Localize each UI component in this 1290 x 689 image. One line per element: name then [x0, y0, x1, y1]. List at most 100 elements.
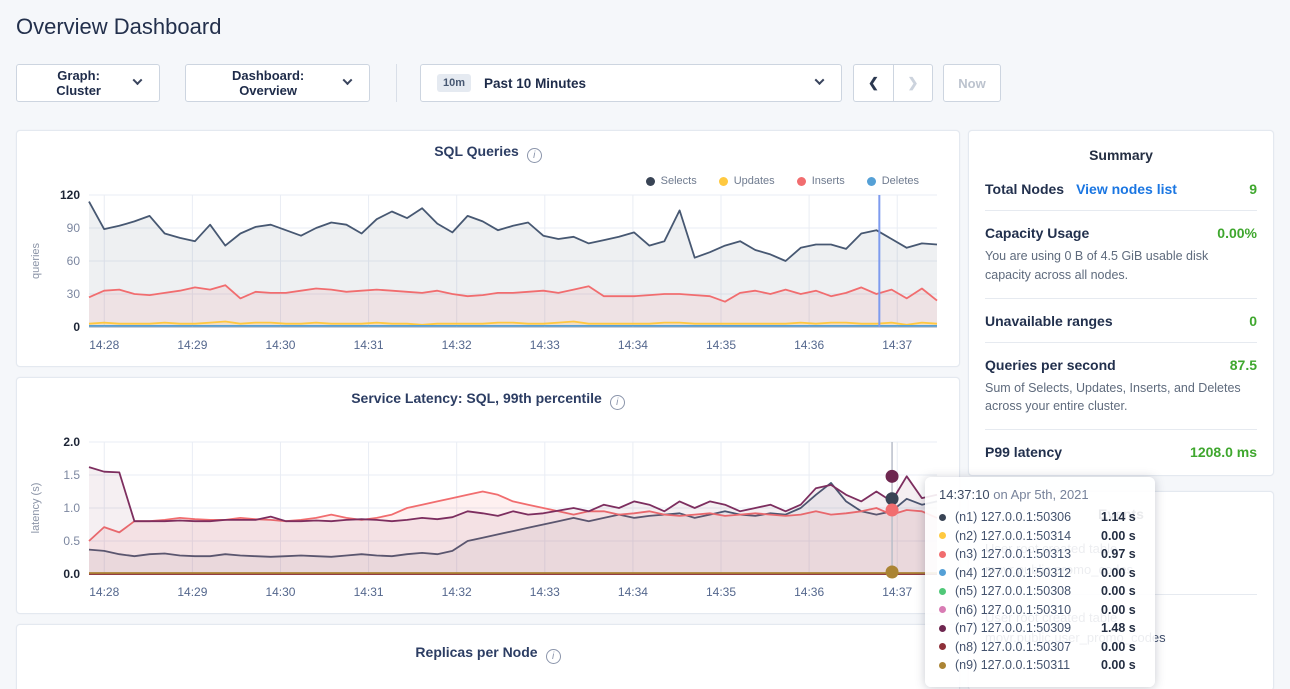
divider — [396, 64, 397, 102]
svg-text:14:30: 14:30 — [265, 338, 295, 352]
info-icon[interactable]: i — [545, 649, 561, 664]
tooltip-series-dot — [939, 606, 946, 614]
legend-dot — [718, 176, 728, 186]
svg-text:0.5: 0.5 — [63, 534, 80, 548]
summary-value: 87.5 — [1229, 356, 1257, 373]
graph-dropdown-label: Graph: Cluster — [56, 68, 101, 98]
tooltip-row: (n7) 127.0.0.1:50309 1.48 s — [939, 619, 1141, 638]
tooltip-series-value: 0.00 s — [1101, 639, 1136, 654]
svg-text:1.5: 1.5 — [63, 468, 80, 482]
chart-hover-tooltip: 14:37:10 on Apr 5th, 2021 (n1) 127.0.0.1… — [925, 477, 1155, 687]
svg-text:14:34: 14:34 — [618, 585, 648, 599]
controls-bar: Graph: Cluster Dashboard: Overview 10m P… — [16, 64, 1274, 102]
legend-label: Inserts — [811, 175, 845, 187]
tooltip-series-dot — [939, 624, 946, 632]
summary-panel: Summary Total Nodes View nodes list 9 Capac… — [968, 130, 1274, 476]
svg-text:14:29: 14:29 — [177, 585, 207, 599]
svg-text:14:33: 14:33 — [530, 585, 560, 599]
svg-text:14:33: 14:33 — [530, 338, 560, 352]
chart-title: SQL Queries i — [17, 143, 959, 163]
tooltip-series-value: 0.97 s — [1101, 547, 1136, 562]
page-title: Overview Dashboard — [16, 14, 222, 39]
time-range-label: Past 10 Minutes — [484, 75, 587, 91]
summary-label: Capacity Usage — [985, 225, 1090, 241]
tooltip-series-dot — [939, 550, 946, 558]
summary-items: Total Nodes View nodes list 9 Capacity Usag… — [985, 167, 1257, 473]
svg-text:14:36: 14:36 — [794, 585, 824, 599]
tooltip-row: (n5) 127.0.0.1:50308 0.00 s — [939, 582, 1141, 601]
svg-text:14:28: 14:28 — [89, 338, 119, 352]
tooltip-series-value: 1.14 s — [1101, 510, 1136, 525]
chart-title-text: Replicas per Node — [415, 644, 538, 660]
summary-value: 9 — [1249, 181, 1257, 197]
tooltip-series-dot — [939, 643, 946, 651]
chart-card-sql-queries: SQL Queries i Selects Updates Inserts Delete… — [16, 130, 960, 367]
tooltip-date: on Apr 5th, 2021 — [989, 487, 1089, 502]
svg-text:14:28: 14:28 — [89, 585, 119, 599]
legend-item-updates: Updates — [718, 175, 775, 187]
summary-row: P99 latency 1208.0 ms — [985, 444, 1257, 460]
chart-title: Replicas per Node i — [17, 644, 959, 664]
tooltip-rows: (n1) 127.0.0.1:50306 1.14 s (n2) 127.0.0.1… — [939, 508, 1141, 675]
tooltip-row: (n3) 127.0.0.1:50313 0.97 s — [939, 545, 1141, 564]
info-icon[interactable]: i — [609, 395, 625, 410]
tooltip-series-value: 0.00 s — [1101, 602, 1136, 617]
tooltip-series-dot — [939, 532, 946, 540]
summary-desc: Sum of Selects, Updates, Inserts, and De… — [985, 380, 1241, 414]
tooltip-series-value: 0.00 s — [1101, 584, 1136, 599]
graph-dropdown[interactable]: Graph: Cluster — [16, 64, 160, 102]
info-icon[interactable]: i — [526, 148, 542, 163]
tooltip-series-value: 0.00 s — [1101, 565, 1136, 580]
tooltip-row: (n4) 127.0.0.1:50312 0.00 s — [939, 564, 1141, 583]
prev-time-button[interactable]: ❮ — [853, 64, 893, 102]
summary-row: Total Nodes View nodes list 9 — [985, 181, 1257, 197]
svg-text:14:37: 14:37 — [882, 585, 912, 599]
svg-text:14:35: 14:35 — [706, 338, 736, 352]
tooltip-series-label: (n7) 127.0.0.1:50309 — [955, 621, 1072, 636]
view-nodes-list-link[interactable]: View nodes list — [1076, 181, 1177, 197]
tooltip-series-label: (n3) 127.0.0.1:50313 — [955, 547, 1072, 562]
tooltip-time: 14:37:10 — [939, 487, 990, 502]
sql-queries-chart[interactable]: 14:28 14:29 14:30 14:31 14:32 14:33 14:34 14:35… — [25, 185, 953, 355]
summary-row: Unavailable ranges 0 — [985, 313, 1257, 329]
svg-text:queries: queries — [30, 242, 42, 279]
chevron-down-icon — [814, 75, 825, 86]
svg-text:14:31: 14:31 — [354, 585, 384, 599]
svg-text:14:32: 14:32 — [442, 585, 472, 599]
tooltip-timestamp: 14:37:10 on Apr 5th, 2021 — [939, 487, 1141, 502]
summary-value: 0 — [1249, 312, 1257, 329]
chart-card-replicas-per-node: Replicas per Node i — [16, 624, 960, 689]
next-time-button[interactable]: ❯ — [893, 64, 933, 102]
legend-item-deletes: Deletes — [866, 175, 919, 187]
dashboard-dropdown-label: Dashboard: Overview — [231, 68, 305, 98]
tooltip-series-label: (n9) 127.0.0.1:50311 — [955, 658, 1071, 673]
svg-text:30: 30 — [67, 287, 81, 301]
tooltip-series-label: (n5) 127.0.0.1:50308 — [955, 584, 1072, 599]
legend-label: Deletes — [881, 175, 919, 187]
summary-label: Total Nodes — [985, 181, 1065, 197]
svg-text:14:36: 14:36 — [794, 338, 824, 352]
chevron-down-icon — [342, 75, 353, 85]
summary-item: P99 latency 1208.0 ms — [985, 430, 1257, 473]
charts-column: SQL Queries i Selects Updates Inserts Delete… — [16, 130, 960, 689]
svg-text:14:31: 14:31 — [354, 338, 384, 352]
svg-text:14:32: 14:32 — [442, 338, 472, 352]
summary-row: Queries per second 87.5 — [985, 357, 1257, 373]
now-button[interactable]: Now — [943, 64, 1001, 102]
dashboard-dropdown[interactable]: Dashboard: Overview — [185, 64, 370, 102]
tooltip-series-label: (n4) 127.0.0.1:50312 — [955, 565, 1072, 580]
tooltip-row: (n9) 127.0.0.1:50311 0.00 s — [939, 656, 1141, 675]
time-range-badge: 10m — [437, 74, 472, 92]
legend-dot — [796, 176, 806, 186]
summary-item: Capacity Usage 0.00% You are using 0 B of … — [985, 211, 1257, 299]
chart-title-text: Service Latency: SQL, 99th percentile — [351, 390, 602, 406]
svg-text:14:30: 14:30 — [265, 585, 295, 599]
tooltip-row: (n1) 127.0.0.1:50306 1.14 s — [939, 508, 1141, 527]
tooltip-series-label: (n2) 127.0.0.1:50314 — [955, 528, 1072, 543]
time-range-dropdown[interactable]: 10m Past 10 Minutes — [420, 64, 842, 102]
service-latency-chart[interactable]: 14:28 14:29 14:30 14:31 14:32 14:33 14:34 14:35… — [25, 432, 953, 602]
tooltip-series-label: (n1) 127.0.0.1:50306 — [955, 510, 1072, 525]
summary-label: Unavailable ranges — [985, 312, 1113, 329]
legend-item-selects: Selects — [645, 175, 697, 187]
svg-text:0.0: 0.0 — [63, 567, 80, 581]
